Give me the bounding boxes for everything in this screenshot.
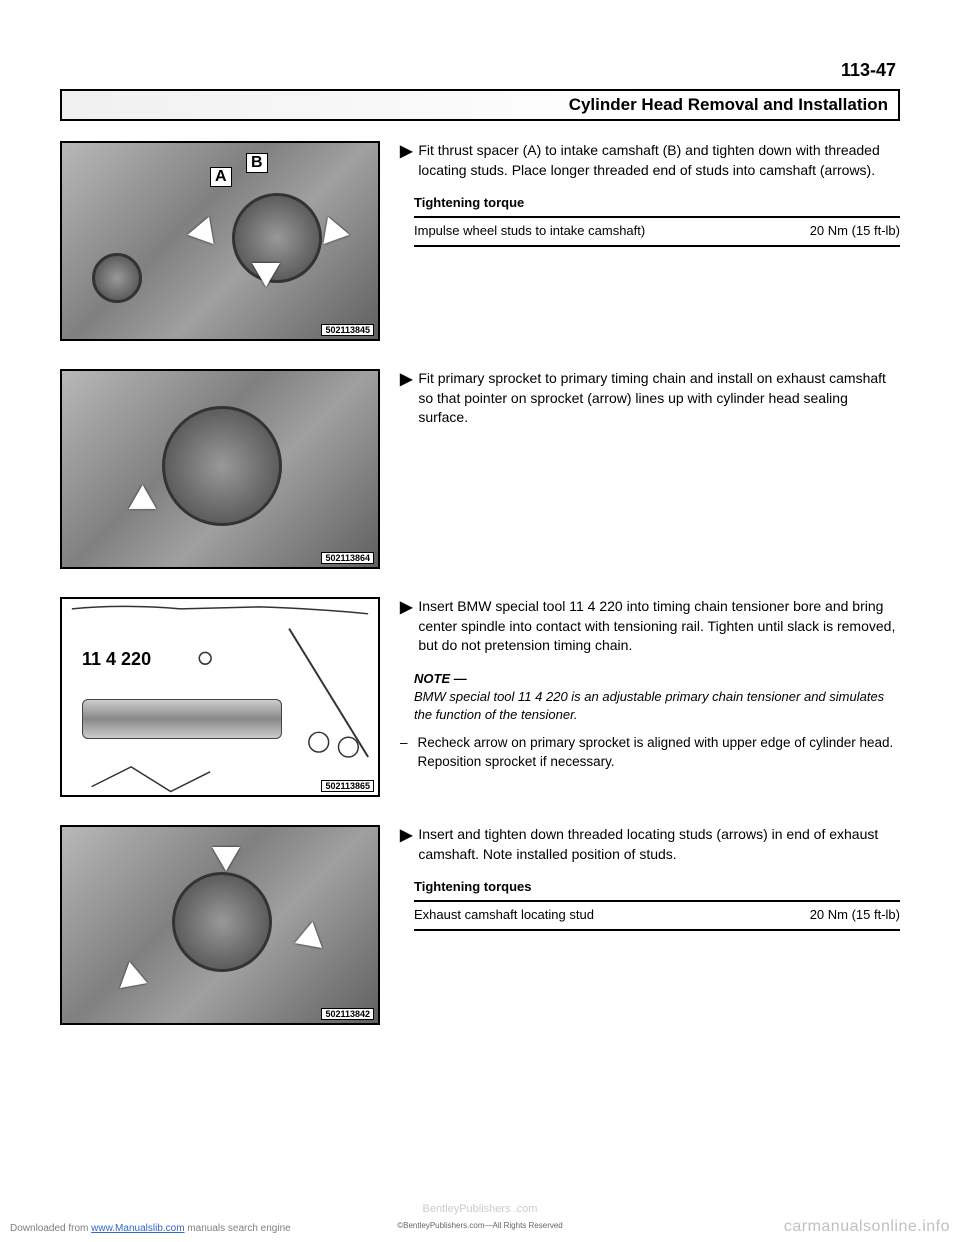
step-3-text: Insert BMW special tool 11 4 220 into ti… bbox=[418, 597, 900, 656]
site-watermark: carmanualsonline.info bbox=[784, 1218, 950, 1236]
footer-link[interactable]: www.Manualslib.com bbox=[91, 1223, 184, 1234]
figure-3-id: 502113865 bbox=[321, 780, 374, 792]
footer-suffix: manuals search engine bbox=[185, 1223, 291, 1234]
page-number: 113-47 bbox=[60, 60, 900, 81]
figure-4-id: 502113842 bbox=[321, 1008, 374, 1020]
torque-2-title: Tightening torques bbox=[414, 878, 900, 896]
figure-3: 11 4 220 502113865 bbox=[60, 597, 380, 797]
section-title: Cylinder Head Removal and Installation bbox=[72, 95, 888, 115]
torque-2-label: Exhaust camshaft locating stud bbox=[414, 906, 594, 924]
dash-marker: – bbox=[400, 734, 408, 772]
figure-1-label-a: A bbox=[210, 167, 232, 187]
step-marker-icon: ◀ bbox=[400, 369, 412, 391]
step-4-text: Insert and tighten down threaded locatin… bbox=[418, 825, 900, 864]
step-1-text: Fit thrust spacer (A) to intake camshaft… bbox=[418, 141, 900, 180]
footer-prefix: Downloaded from bbox=[10, 1223, 91, 1234]
figure-4: 502113842 bbox=[60, 825, 380, 1025]
torque-1-title: Tightening torque bbox=[414, 194, 900, 212]
step-marker-icon: ◀ bbox=[400, 141, 412, 163]
note-title: NOTE — bbox=[414, 670, 900, 688]
figure-2: 502113864 bbox=[60, 369, 380, 569]
figure-1-label-b: B bbox=[246, 153, 268, 173]
step-marker-icon: ◀ bbox=[400, 597, 412, 619]
copyright-text: ©BentleyPublishers.com—All Rights Reserv… bbox=[397, 1221, 563, 1230]
torque-2-value: 20 Nm (15 ft-lb) bbox=[810, 906, 900, 924]
footer: Downloaded from www.Manualslib.com manua… bbox=[10, 1223, 291, 1234]
step-marker-icon: ◀ bbox=[400, 825, 412, 847]
publisher-watermark: BentleyPublishers .com bbox=[423, 1203, 538, 1216]
figure-1: A B 502113845 bbox=[60, 141, 380, 341]
torque-1-value: 20 Nm (15 ft-lb) bbox=[810, 222, 900, 240]
dash-text: Recheck arrow on primary sprocket is ali… bbox=[418, 734, 900, 772]
diagram-lines bbox=[62, 599, 378, 797]
figure-1-id: 502113845 bbox=[321, 324, 374, 336]
note-body: BMW special tool 11 4 220 is an adjustab… bbox=[414, 688, 900, 724]
torque-1-label: Impulse wheel studs to intake camshaft) bbox=[414, 222, 645, 240]
torque-1-table: Impulse wheel studs to intake camshaft) … bbox=[414, 216, 900, 246]
step-2-text: Fit primary sprocket to primary timing c… bbox=[418, 369, 900, 428]
figure-2-id: 502113864 bbox=[321, 552, 374, 564]
torque-2-table: Exhaust camshaft locating stud 20 Nm (15… bbox=[414, 900, 900, 930]
section-title-bar: Cylinder Head Removal and Installation bbox=[60, 89, 900, 121]
